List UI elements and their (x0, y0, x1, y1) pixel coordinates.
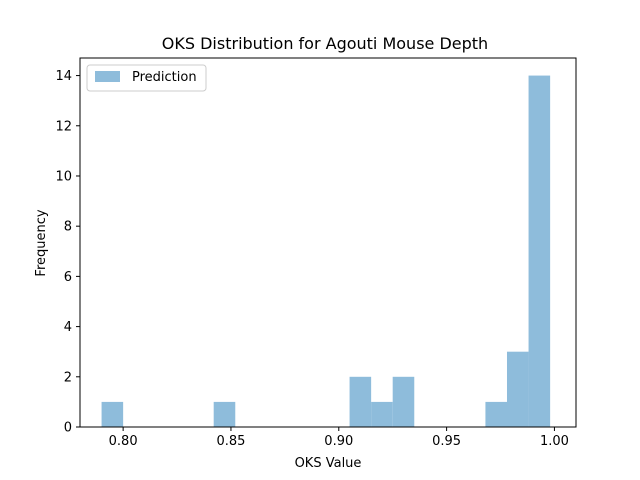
y-tick-label: 4 (64, 320, 72, 335)
plot-frame (79, 57, 577, 428)
y-tick-label: 6 (64, 270, 72, 285)
y-tick-label: 10 (55, 169, 72, 184)
legend-label: Prediction (132, 70, 197, 85)
y-tick-label: 12 (55, 119, 72, 134)
histogram-bar (392, 376, 415, 427)
bars-layer (101, 75, 551, 427)
histogram-bar (528, 75, 551, 427)
legend: Prediction (86, 64, 207, 92)
x-tick-label: 1.00 (540, 434, 569, 449)
x-axis-label: OKS Value (295, 456, 362, 471)
y-tick-label: 2 (64, 370, 72, 385)
x-tick-label: 0.85 (216, 434, 245, 449)
y-tick-label: 0 (64, 421, 72, 436)
histogram-bar (213, 401, 236, 427)
histogram-bar (349, 376, 372, 427)
x-tick-label: 0.95 (432, 434, 461, 449)
x-tick-label: 0.80 (109, 434, 138, 449)
legend-swatch (95, 71, 120, 82)
y-axis: 0 2 4 6 8 10 12 14 (55, 69, 80, 436)
x-tick-label: 0.90 (324, 434, 353, 449)
histogram-bar (485, 401, 507, 427)
histogram-bar (101, 401, 124, 427)
histogram-bar (506, 351, 529, 427)
chart-title: OKS Distribution for Agouti Mouse Depth (162, 34, 488, 53)
y-axis-label: Frequency (34, 209, 49, 276)
x-axis: 0.80 0.85 0.90 0.95 1.00 (109, 427, 569, 449)
histogram-bar (371, 401, 393, 427)
y-tick-label: 14 (55, 69, 72, 84)
y-tick-label: 8 (64, 220, 72, 235)
